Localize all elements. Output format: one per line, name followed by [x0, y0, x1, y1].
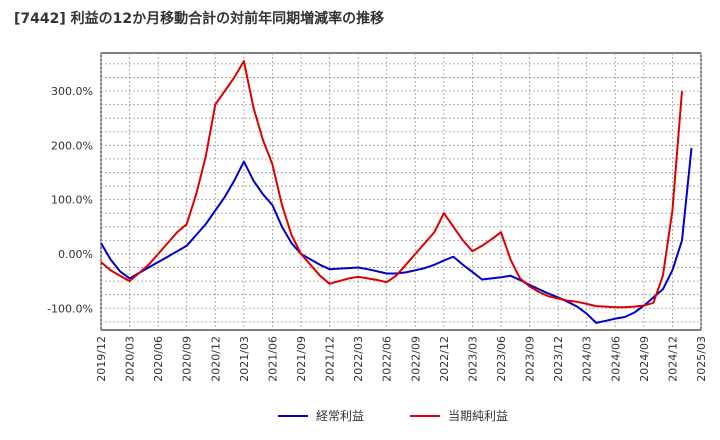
x-tick-label: 2022/03	[352, 336, 365, 382]
x-tick-label: 2024/06	[609, 336, 622, 382]
x-tick-label: 2024/03	[581, 336, 594, 382]
x-tick-label: 2023/03	[466, 336, 479, 382]
x-tick-label: 2020/12	[209, 336, 222, 382]
x-tick-label: 2022/06	[381, 336, 394, 382]
x-tick-label: 2024/09	[638, 336, 651, 382]
x-tick-label: 2020/09	[181, 336, 194, 382]
chart-title: [7442] 利益の12か月移動合計の対前年同期増減率の推移	[14, 11, 385, 27]
legend-label: 当期純利益	[448, 409, 508, 423]
x-tick-label: 2021/06	[266, 336, 279, 382]
plot-area	[100, 52, 702, 331]
y-tick-label: 100.0%	[51, 194, 93, 207]
y-tick-label: 300.0%	[51, 85, 93, 98]
x-tick-label: 2021/12	[324, 336, 337, 382]
series-line-2	[100, 60, 683, 309]
y-tick-label: -100.0%	[47, 302, 93, 315]
legend: 経常利益 当期純利益	[278, 409, 508, 423]
x-tick-label: 2019/12	[95, 336, 108, 382]
x-tick-label: 2024/12	[666, 336, 679, 382]
x-tick-label: 2023/06	[495, 336, 508, 382]
x-tick-label: 2020/06	[152, 336, 165, 382]
x-tick-label: 2025/03	[695, 336, 708, 382]
series-lines	[100, 60, 693, 324]
x-tick-label: 2021/03	[238, 336, 251, 382]
x-tick-label: 2023/12	[552, 336, 565, 382]
series-line-1	[100, 147, 693, 324]
y-tick-label: 200.0%	[51, 139, 93, 152]
x-tick-label: 2023/09	[524, 336, 537, 382]
x-tick-label: 2022/09	[409, 336, 422, 382]
x-tick-label: 2020/03	[124, 336, 137, 382]
y-tick-label: 0.00%	[58, 248, 93, 261]
x-tick-label: 2021/09	[295, 336, 308, 382]
x-axis-ticks: 2019/12 2020/03 2020/06 2020/09 2020/12 2021/…	[95, 336, 708, 382]
y-axis-ticks: 300.0% 200.0% 100.0% 0.00% -100.0%	[47, 85, 93, 315]
legend-label: 経常利益	[316, 409, 364, 423]
x-tick-label: 2022/12	[438, 336, 451, 382]
